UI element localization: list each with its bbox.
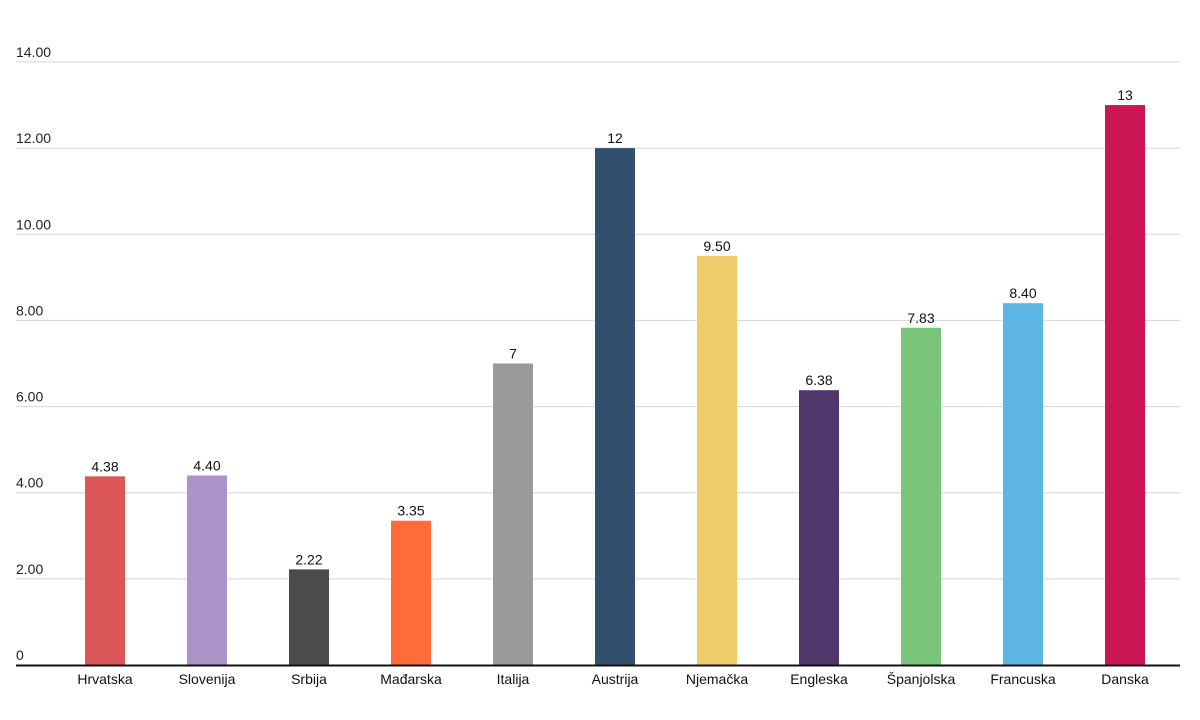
data-label: 6.38	[805, 372, 832, 388]
data-label: 9.50	[703, 238, 730, 254]
data-label: 4.38	[91, 458, 118, 474]
bar	[493, 363, 533, 665]
data-label: 4.40	[193, 457, 220, 473]
bars: 4.38 4.40 2.22 3.35 7 12 9.50 6.38 7.83 8.40 13	[85, 87, 1145, 666]
bar	[289, 569, 329, 665]
bar	[1105, 105, 1145, 666]
x-tick-label: Španjolska	[887, 671, 956, 687]
x-tick-label: Srbija	[291, 671, 327, 687]
y-tick-label: 14.00	[16, 44, 51, 60]
y-axis: 0 2.00 4.00 6.00 8.00 10.00 12.00 14.00	[16, 44, 51, 663]
x-tick-label: Francuska	[990, 671, 1056, 687]
y-tick-label: 4.00	[16, 475, 43, 491]
bar	[595, 148, 635, 666]
data-label: 2.22	[295, 551, 322, 567]
bar	[1003, 303, 1043, 665]
y-tick-label: 8.00	[16, 302, 43, 318]
x-tick-label: Njemačka	[686, 671, 748, 687]
x-tick-label: Hrvatska	[77, 671, 132, 687]
bar	[697, 255, 737, 666]
x-tick-label: Engleska	[790, 671, 848, 687]
x-tick-label: Mađarska	[380, 671, 442, 687]
y-tick-label: 0	[16, 647, 24, 663]
data-label: 13	[1117, 87, 1133, 103]
y-tick-label: 6.00	[16, 389, 43, 405]
bar	[391, 520, 431, 665]
x-tick-label: Slovenija	[179, 671, 236, 687]
bar	[901, 327, 941, 665]
data-label: 7.83	[907, 310, 934, 326]
data-label: 7	[509, 346, 517, 362]
bar	[799, 390, 839, 665]
x-tick-label: Italija	[497, 671, 530, 687]
x-tick-label: Danska	[1101, 671, 1149, 687]
data-label: 3.35	[397, 503, 424, 519]
y-tick-label: 12.00	[16, 130, 51, 146]
x-tick-label: Austrija	[592, 671, 639, 687]
y-tick-label: 2.00	[16, 561, 43, 577]
bar	[85, 476, 125, 665]
y-tick-label: 10.00	[16, 216, 51, 232]
x-axis: Hrvatska Slovenija Srbija Mađarska Italija Au…	[16, 664, 1180, 687]
data-label: 12	[607, 130, 623, 146]
bar	[187, 475, 227, 665]
data-label: 8.40	[1009, 285, 1036, 301]
